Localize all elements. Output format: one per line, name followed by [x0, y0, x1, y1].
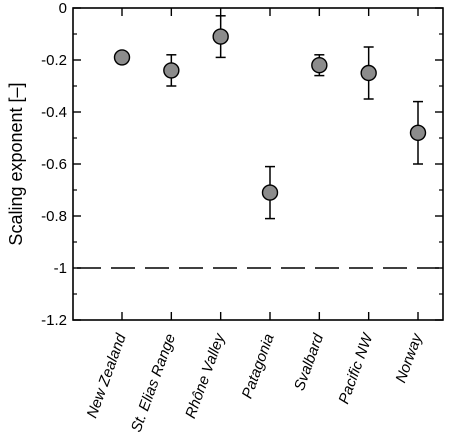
data-point [311, 56, 328, 74]
y-tick-label: -0.2 [41, 52, 67, 69]
data-point [113, 49, 131, 66]
y-tick-label: 0 [59, 0, 67, 17]
x-category-label: Pacific NW [335, 330, 377, 406]
x-category-label: St. Elias Range [128, 332, 179, 435]
y-axis-title: Scaling exponent [–] [6, 82, 26, 245]
y-tick-label: -1.2 [41, 312, 67, 329]
x-category-label: Svalbard [291, 331, 327, 393]
y-tick-label: -0.4 [41, 104, 67, 121]
y-tick-label: -0.8 [41, 208, 67, 225]
y-tick-label: -0.6 [41, 156, 67, 173]
y-tick-label: -1 [54, 260, 67, 277]
x-category-label: New Zealand [84, 331, 130, 420]
data-point [360, 64, 377, 82]
x-category-label: Rhône Valley [182, 330, 229, 421]
data-point [261, 184, 279, 201]
x-category-label: Patagonia [239, 332, 278, 401]
x-category-label: Norway [392, 330, 426, 385]
data-point [212, 28, 229, 45]
data-point [163, 62, 180, 79]
data-point [409, 124, 427, 142]
